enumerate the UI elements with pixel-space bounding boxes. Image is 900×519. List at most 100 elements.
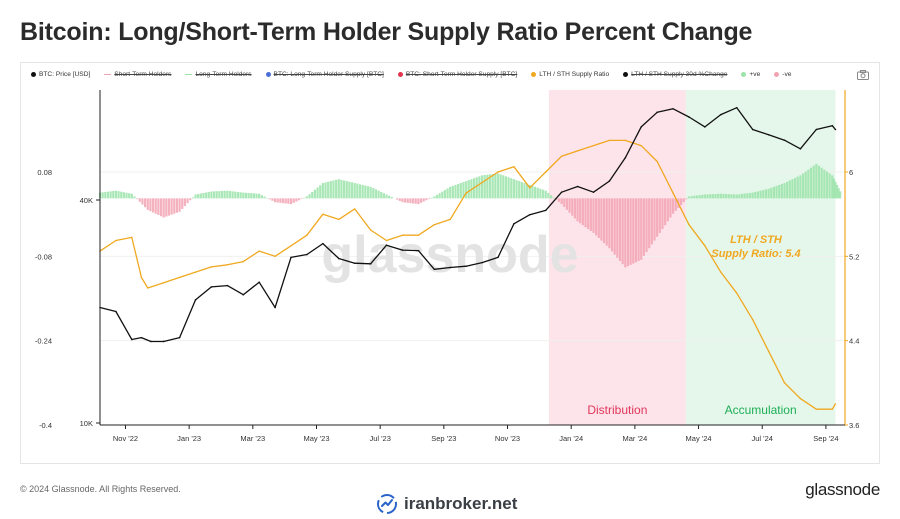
histogram-bar-positive <box>372 188 374 198</box>
histogram-bar-negative <box>640 198 642 259</box>
btc-price-point <box>609 180 611 182</box>
histogram-bar-positive <box>786 182 788 199</box>
histogram-bar-positive <box>778 185 780 198</box>
histogram-bar-positive <box>123 192 125 198</box>
btc-price-point <box>513 223 515 225</box>
histogram-bar-positive <box>807 170 809 199</box>
histogram-bar-positive <box>359 184 361 198</box>
btc-price-point <box>831 125 833 127</box>
histogram-bar-positive <box>316 187 318 198</box>
histogram-bar-negative <box>635 198 637 262</box>
histogram-bar-positive <box>383 193 385 198</box>
brand-logo: glassnode <box>805 480 880 500</box>
histogram-bar-positive <box>110 191 112 198</box>
histogram-bar-negative <box>645 198 647 252</box>
histogram-bar-negative <box>282 198 284 203</box>
btc-price-point <box>418 250 420 252</box>
ratio-point <box>752 319 753 320</box>
x-tick-label: Mar '23 <box>240 434 265 443</box>
histogram-bar-positive <box>216 191 218 198</box>
histogram-bar-positive <box>818 166 820 199</box>
histogram-bar-negative <box>144 198 146 207</box>
ratio-point <box>163 282 164 283</box>
ratio-point <box>577 150 578 151</box>
histogram-bar-positive <box>699 195 701 198</box>
histogram-bar-negative <box>569 198 571 212</box>
price-tick-label: 40K <box>80 196 93 205</box>
histogram-bar-positive <box>457 184 459 198</box>
histogram-bar-positive <box>460 183 462 198</box>
histogram-bar-positive <box>354 183 356 198</box>
histogram-bar-positive <box>208 192 210 198</box>
histogram-bar-negative <box>627 198 629 266</box>
histogram-bar-negative <box>404 198 406 202</box>
left-tick-label: -0.24 <box>35 337 52 346</box>
btc-price-point <box>242 294 244 296</box>
chart-svg: glassnode 0.08-0.08-0.24-0.440K10K65.24.… <box>0 0 900 519</box>
histogram-bar-positive <box>240 192 242 198</box>
histogram-bar-negative <box>574 198 576 218</box>
btc-price-point <box>752 129 754 131</box>
histogram-bar-positive <box>327 182 329 199</box>
histogram-bar-positive <box>823 170 825 199</box>
histogram-bar-positive <box>791 179 793 198</box>
ratio-point <box>593 145 594 146</box>
annotation-line: Supply Ratio: 5.4 <box>711 248 800 260</box>
histogram-bar-positive <box>797 177 799 199</box>
btc-price-point <box>545 210 547 212</box>
histogram-bar-negative <box>293 198 295 202</box>
right-tick-label: 5.2 <box>849 252 859 261</box>
x-tick-label: Sep '24 <box>813 434 838 443</box>
histogram-bar-positive <box>253 193 255 198</box>
histogram-bar-positive <box>221 191 223 198</box>
ratio-point <box>402 235 403 236</box>
histogram-bar-negative <box>685 198 687 199</box>
histogram-bar-positive <box>192 197 194 198</box>
histogram-bar-negative <box>669 198 671 217</box>
histogram-bar-negative <box>582 198 584 225</box>
histogram-bar-positive <box>226 191 228 199</box>
btc-price-point <box>688 116 690 118</box>
btc-price-point <box>784 139 786 141</box>
btc-price-point <box>816 129 818 131</box>
histogram-bar-positive <box>242 193 244 199</box>
x-tick-label: Jan '24 <box>559 434 583 443</box>
histogram-bar-negative <box>680 198 682 205</box>
histogram-bar-negative <box>295 198 297 201</box>
histogram-bar-positive <box>102 192 104 198</box>
histogram-bar-positive <box>481 175 483 198</box>
histogram-bar-negative <box>622 198 624 264</box>
histogram-bar-positive <box>717 194 719 198</box>
iranbroker-logo-icon <box>376 493 398 515</box>
left-tick-label: -0.4 <box>39 421 52 430</box>
histogram-bar-negative <box>656 198 658 236</box>
histogram-bar-negative <box>277 198 279 202</box>
histogram-bar-positive <box>237 192 239 198</box>
histogram-bar-positive <box>330 181 332 198</box>
histogram-bar-negative <box>561 198 563 204</box>
histogram-bar-positive <box>224 191 226 199</box>
left-tick-label: -0.08 <box>35 252 52 261</box>
btc-price-point <box>704 126 706 128</box>
histogram-bar-negative <box>147 198 149 210</box>
ratio-point <box>736 293 737 294</box>
histogram-bar-negative <box>171 198 173 214</box>
histogram-bar-positive <box>362 185 364 198</box>
histogram-bar-negative <box>415 198 417 203</box>
histogram-bar-negative <box>651 198 653 244</box>
histogram-bar-positive <box>821 168 823 199</box>
histogram-bar-negative <box>643 198 645 256</box>
ratio-point <box>625 140 626 141</box>
histogram-bar-positive <box>370 187 372 199</box>
histogram-bar-positive <box>367 186 369 198</box>
ratio-point <box>179 277 180 278</box>
histogram-bar-positive <box>356 184 358 199</box>
histogram-bar-positive <box>250 193 252 198</box>
histogram-bar-negative <box>173 198 175 213</box>
ratio-point <box>115 240 116 241</box>
histogram-bar-positive <box>476 177 478 198</box>
histogram-bar-positive <box>205 192 207 198</box>
histogram-bar-positive <box>494 174 496 199</box>
histogram-bar-positive <box>510 178 512 198</box>
btc-price-point <box>131 339 133 341</box>
